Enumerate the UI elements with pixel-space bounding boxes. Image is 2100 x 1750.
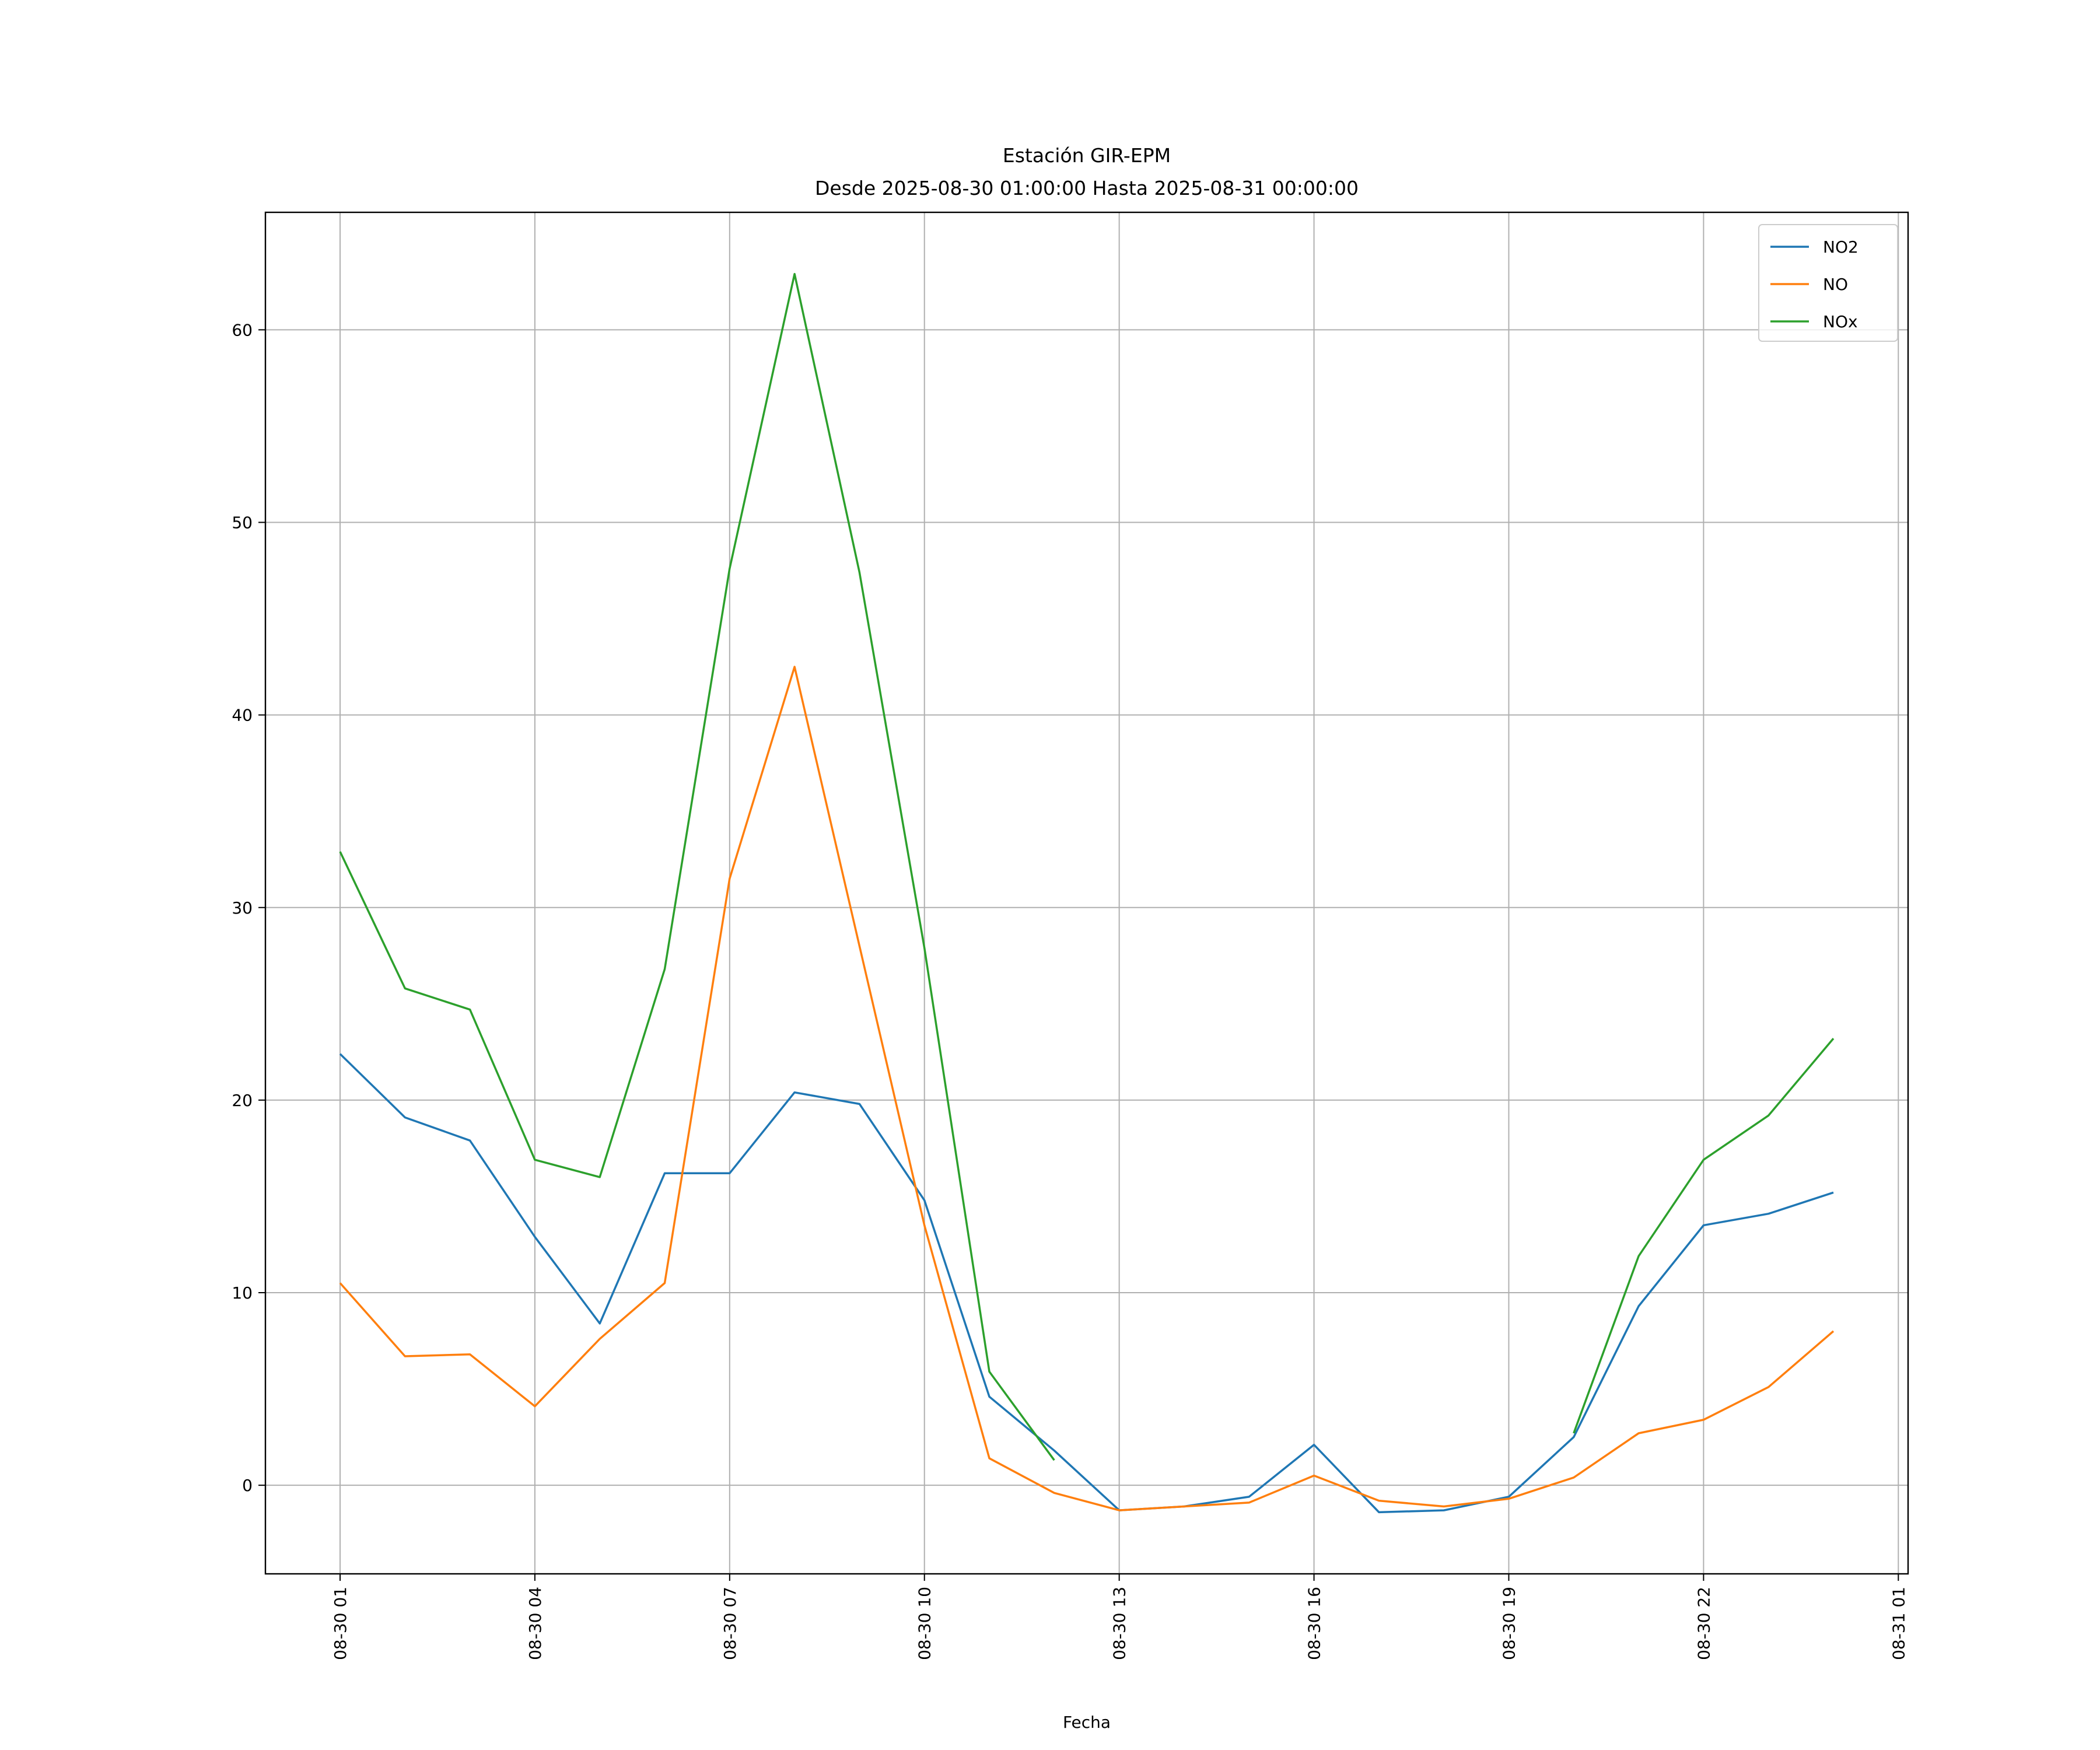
x-tick-label: 08-31 01 bbox=[1889, 1587, 1908, 1660]
x-axis-ticks: 08-30 01 08-30 04 08-30 07 08-30 10 08-30 13… bbox=[331, 1574, 1908, 1660]
y-tick-label: 30 bbox=[232, 898, 253, 918]
chart-subtitle: Desde 2025-08-30 01:00:00 Hasta 2025-08-… bbox=[815, 177, 1359, 200]
x-tick-label: 08-30 22 bbox=[1694, 1587, 1713, 1660]
axes-frame bbox=[264, 211, 1909, 1575]
series-lines bbox=[339, 272, 1835, 1514]
legend-box bbox=[1758, 224, 1898, 342]
legend-label-nox: NOx bbox=[1823, 312, 1858, 331]
x-tick-label: 08-30 19 bbox=[1499, 1587, 1518, 1660]
y-tick-label: 10 bbox=[232, 1283, 253, 1303]
series-line-no bbox=[339, 666, 1835, 1511]
x-tick-label: 08-30 01 bbox=[331, 1587, 350, 1660]
grid-lines bbox=[265, 212, 1908, 1574]
y-tick-label: 20 bbox=[232, 1091, 253, 1110]
legend: NO2 NO NOx bbox=[1758, 224, 1898, 342]
x-tick-label: 08-30 04 bbox=[526, 1587, 545, 1660]
y-axis-ticks: 0 10 20 30 40 50 60 bbox=[232, 320, 265, 1495]
y-tick-label: 0 bbox=[242, 1476, 253, 1495]
x-tick-label: 08-30 07 bbox=[720, 1587, 740, 1660]
y-tick-label: 60 bbox=[232, 320, 253, 340]
y-tick-label: 40 bbox=[232, 706, 253, 725]
x-tick-label: 08-30 10 bbox=[915, 1587, 935, 1660]
series-line-no2 bbox=[339, 1053, 1834, 1514]
x-tick-label: 08-30 13 bbox=[1110, 1587, 1129, 1660]
legend-label-no: NO bbox=[1823, 275, 1848, 294]
x-tick-label: 08-30 16 bbox=[1305, 1587, 1324, 1660]
y-tick-label: 50 bbox=[232, 513, 253, 533]
series-line-nox bbox=[339, 272, 1835, 1461]
chart-title: Estación GIR-EPM bbox=[1003, 144, 1171, 167]
legend-label-no2: NO2 bbox=[1823, 237, 1859, 257]
x-axis-label: Fecha bbox=[1063, 1713, 1111, 1732]
